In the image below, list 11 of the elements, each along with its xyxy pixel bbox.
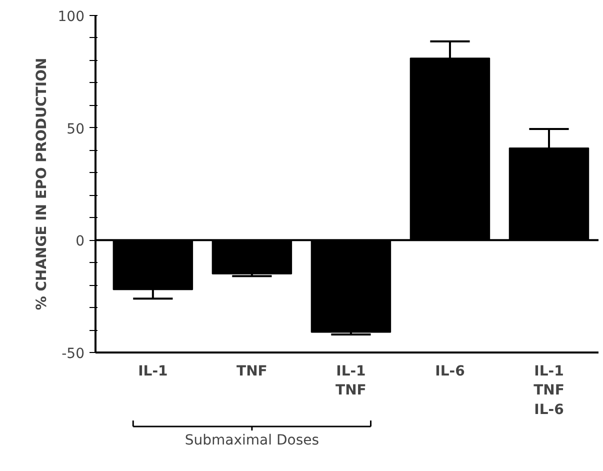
- x-tick-label: IL-1 TNF IL-6: [534, 364, 564, 418]
- text: Submaximal Doses: [184, 432, 320, 448]
- y-tick-label: 100: [58, 9, 85, 25]
- y-tick-label: 50: [66, 121, 85, 138]
- x-tick-label: TNF: [236, 364, 268, 380]
- y-tick-label: -50: [62, 346, 85, 362]
- x-tick-label: IL-6: [435, 364, 465, 380]
- y-tick-label: 0: [76, 234, 85, 250]
- x-tick-label: IL-1 TNF: [336, 364, 366, 399]
- x-tick-label: IL-1: [138, 364, 168, 380]
- y-axis-title: % CHANGE IN EPO PRODUCTION: [34, 58, 50, 310]
